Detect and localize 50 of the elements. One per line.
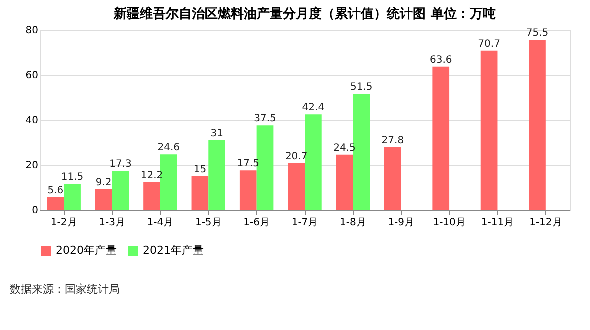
bar bbox=[384, 147, 402, 210]
y-tick-label: 0 bbox=[32, 206, 38, 216]
data-label: 75.5 bbox=[526, 28, 549, 40]
bar bbox=[529, 40, 546, 210]
source-note: 数据来源：国家统计局 bbox=[10, 283, 120, 296]
y-tick-label: 20 bbox=[26, 160, 38, 172]
data-label: 37.5 bbox=[254, 114, 276, 125]
bar bbox=[353, 94, 370, 210]
data-label: 70.7 bbox=[478, 38, 500, 50]
data-label: 42.4 bbox=[302, 102, 325, 114]
bar bbox=[208, 140, 226, 210]
data-label: 17.3 bbox=[110, 159, 132, 170]
data-label: 51.5 bbox=[350, 82, 373, 94]
data-label: 63.6 bbox=[430, 54, 452, 66]
bar bbox=[64, 184, 81, 210]
x-tick-label: 1-2月 bbox=[50, 218, 78, 228]
data-label: 11.5 bbox=[61, 172, 84, 184]
bar bbox=[112, 171, 130, 210]
bar bbox=[288, 163, 305, 210]
x-tick-label: 1-3月 bbox=[99, 218, 126, 228]
legend-label: 2021年产量 bbox=[143, 244, 204, 257]
y-tick-label: 60 bbox=[26, 70, 38, 82]
bar bbox=[47, 197, 64, 210]
bar bbox=[305, 114, 322, 210]
y-tick-label: 40 bbox=[26, 116, 38, 126]
x-tick-label: 1-9月 bbox=[388, 218, 415, 228]
bar bbox=[240, 170, 257, 210]
data-label: 15 bbox=[194, 164, 207, 176]
data-label: 24.6 bbox=[158, 142, 180, 154]
data-label: 27.8 bbox=[382, 135, 404, 146]
bar bbox=[192, 176, 209, 210]
x-tick-label: 1-7月 bbox=[292, 218, 318, 228]
bar bbox=[432, 66, 450, 210]
x-tick-label: 1-12月 bbox=[530, 218, 562, 228]
x-tick-label: 1-10月 bbox=[433, 218, 466, 228]
bar bbox=[480, 50, 498, 210]
bar bbox=[95, 189, 112, 210]
data-label: 5.6 bbox=[48, 185, 64, 196]
x-tick-label: 1-4月 bbox=[147, 218, 174, 228]
x-tick-label: 1-5月 bbox=[195, 218, 222, 228]
bar bbox=[336, 154, 354, 210]
x-tick-label: 1-6月 bbox=[244, 218, 270, 228]
data-label: 31 bbox=[210, 128, 224, 140]
x-tick-label: 1-8月 bbox=[340, 218, 366, 228]
bar bbox=[144, 182, 160, 210]
x-tick-label: 1-11月 bbox=[481, 218, 514, 228]
data-label: 9.2 bbox=[96, 177, 112, 188]
legend-label: 2020年产量 bbox=[56, 244, 117, 257]
y-tick-label: 80 bbox=[26, 26, 38, 36]
chart-title: 新疆维吾尔自治区燃料油产量分月度（累计值）统计图 单位：万吨 bbox=[113, 6, 496, 22]
